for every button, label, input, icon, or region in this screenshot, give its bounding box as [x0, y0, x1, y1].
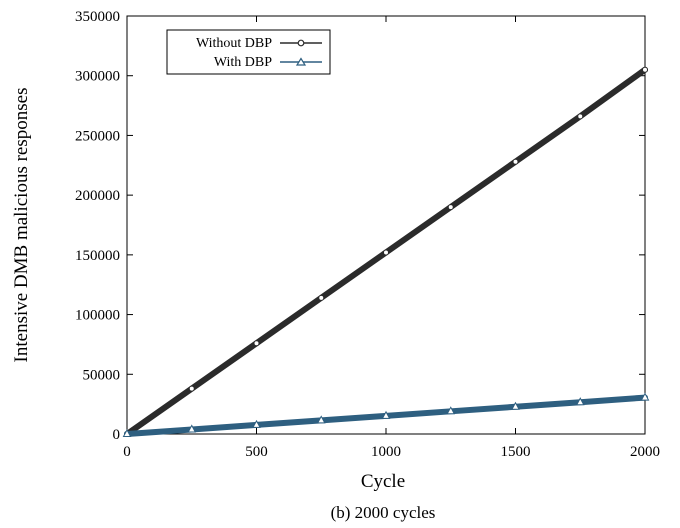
data-point-with-dbp — [187, 424, 197, 433]
data-point-without-dbp — [577, 113, 584, 120]
data-point-with-dbp — [640, 392, 650, 401]
legend-box — [166, 29, 331, 75]
y-tick-label: 100000 — [75, 308, 120, 324]
data-point-without-dbp — [318, 294, 325, 301]
x-tick-label: 1000 — [371, 444, 401, 460]
y-tick-label: 50000 — [83, 367, 121, 383]
y-axis-label: Intensive DMB malicious responses — [11, 88, 32, 363]
y-axis-ticks: 0 50000 100000 150000 200000 250000 300000 3500… — [75, 9, 645, 443]
y-tick-label: 350000 — [75, 9, 120, 25]
y-tick-label: 200000 — [75, 188, 120, 204]
data-point-with-dbp — [381, 410, 391, 419]
data-point-without-dbp — [188, 385, 195, 392]
data-point-without-dbp — [447, 204, 454, 211]
y-tick-label: 0 — [113, 427, 121, 443]
data-point-with-dbp — [575, 397, 585, 406]
data-point-without-dbp — [383, 249, 389, 256]
y-tick-label: 150000 — [75, 248, 120, 264]
data-point-with-dbp — [511, 401, 520, 410]
x-tick-label: 0 — [123, 444, 131, 460]
y-tick-label: 250000 — [75, 128, 120, 144]
figure-caption: (b) 2000 cycles — [331, 503, 436, 522]
legend-marker-without-dbp — [297, 39, 305, 47]
data-point-with-dbp — [252, 419, 261, 428]
data-point-without-dbp — [512, 158, 519, 165]
data-point-without-dbp — [642, 66, 648, 73]
x-tick-label: 500 — [245, 444, 268, 460]
x-tick-label: 1500 — [501, 444, 531, 460]
x-axis-label: Cycle — [361, 471, 405, 492]
data-point-with-dbp — [316, 415, 326, 424]
series-layer — [122, 66, 650, 437]
legend: Without DBP With DBP — [166, 29, 331, 75]
x-axis-ticks: 0 500 1000 1500 2000 — [123, 16, 660, 460]
x-tick-label: 2000 — [630, 444, 660, 460]
plot-frame — [126, 15, 646, 435]
data-point-with-dbp — [446, 406, 456, 415]
legend-label-without-dbp: Without DBP — [196, 36, 272, 51]
data-point-with-dbp — [122, 428, 132, 437]
y-tick-label: 300000 — [75, 69, 120, 85]
legend-label-with-dbp: With DBP — [214, 55, 272, 70]
data-point-without-dbp — [253, 340, 260, 347]
legend-marker-with-dbp — [295, 57, 307, 66]
